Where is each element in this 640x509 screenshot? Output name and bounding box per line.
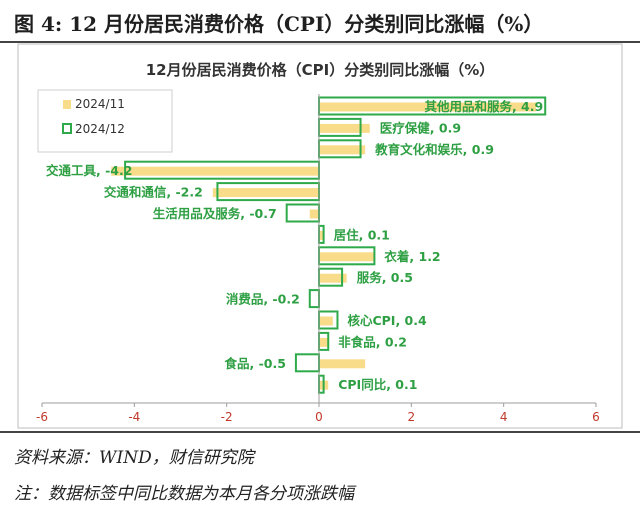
bar-label-10: 核心CPI, 0.4 [347,313,427,328]
x-tick-label-1: -4 [128,410,140,424]
bottom-rule [0,431,640,433]
legend-frame [37,89,173,153]
bar-2024-11-8 [319,273,347,283]
legend: 2024/11 2024/12 [37,89,173,153]
x-axis-ticks: -6 -4 -2 0 2 4 6 [36,403,600,424]
bar-2024-11-2 [319,145,366,155]
bar-label-5: 生活用品及服务, -0.7 [153,206,277,221]
bar-2024-11-11 [319,337,329,347]
bar-label-2: 教育文化和娱乐, 0.9 [374,142,494,157]
x-tick-label-4: 2 [408,410,416,424]
bar-label-1: 医疗保健, 0.9 [380,120,461,135]
bar-2024-11-4 [212,188,319,198]
bar-label-9: 消费品, -0.2 [226,292,300,307]
legend-label-2024-12: 2024/12 [75,122,125,136]
legend-label-2024-11: 2024/11 [75,97,125,111]
bar-2024-11-5 [309,209,319,219]
cpi-category-bar-chart: 12月份居民消费价格（CPI）分类别同比涨幅（%） 2024/11 2024/1… [17,43,623,429]
bar-label-6: 居住, 0.1 [334,227,390,242]
x-tick-label-6: 6 [592,410,600,424]
bar-labels: 其他用品和服务, 4.9 医疗保健, 0.9 教育文化和娱乐, 0.9 交通工具, -… [46,99,543,392]
top-rule [0,41,640,43]
x-tick-label-3: 0 [315,410,323,424]
x-tick-label-0: -6 [36,410,48,424]
legend-swatch-2024-11 [63,100,71,109]
figure-title: 图 4: 12 月份居民消费价格（CPI）分类别同比涨幅（%） [14,12,544,36]
bar-2024-11-10 [319,316,333,326]
bar-label-13: CPI同比, 0.1 [338,377,417,392]
bar-label-0: 其他用品和服务, 4.9 [424,99,543,114]
bar-2024-11-0 [319,102,536,112]
bar-label-3: 交通工具, -4.2 [46,163,132,178]
x-tick-label-2: -2 [221,410,233,424]
bar-2024-11-1 [319,123,370,133]
bar-label-12: 食品, -0.5 [223,356,285,371]
bar-2024-11-3 [111,166,319,176]
chart-title: 12月份居民消费价格（CPI）分类别同比涨幅（%） [146,61,495,79]
bar-2024-11-7 [319,252,375,262]
x-tick-label-5: 4 [500,410,508,424]
source-note: 资料来源：WIND，财信研究院 [14,448,254,468]
bar-2024-11-6 [319,230,324,240]
bar-label-11: 非食品, 0.2 [338,334,407,349]
bar-2024-11-12 [319,359,366,369]
bar-label-8: 服务, 0.5 [357,270,413,285]
legend-swatch-2024-12 [62,123,72,134]
bar-label-7: 衣着, 1.2 [384,249,440,264]
label-note: 注：数据标签中同比数据为本月各分项涨跌幅 [14,484,354,504]
bar-label-4: 交通和通信, -2.2 [104,185,203,200]
